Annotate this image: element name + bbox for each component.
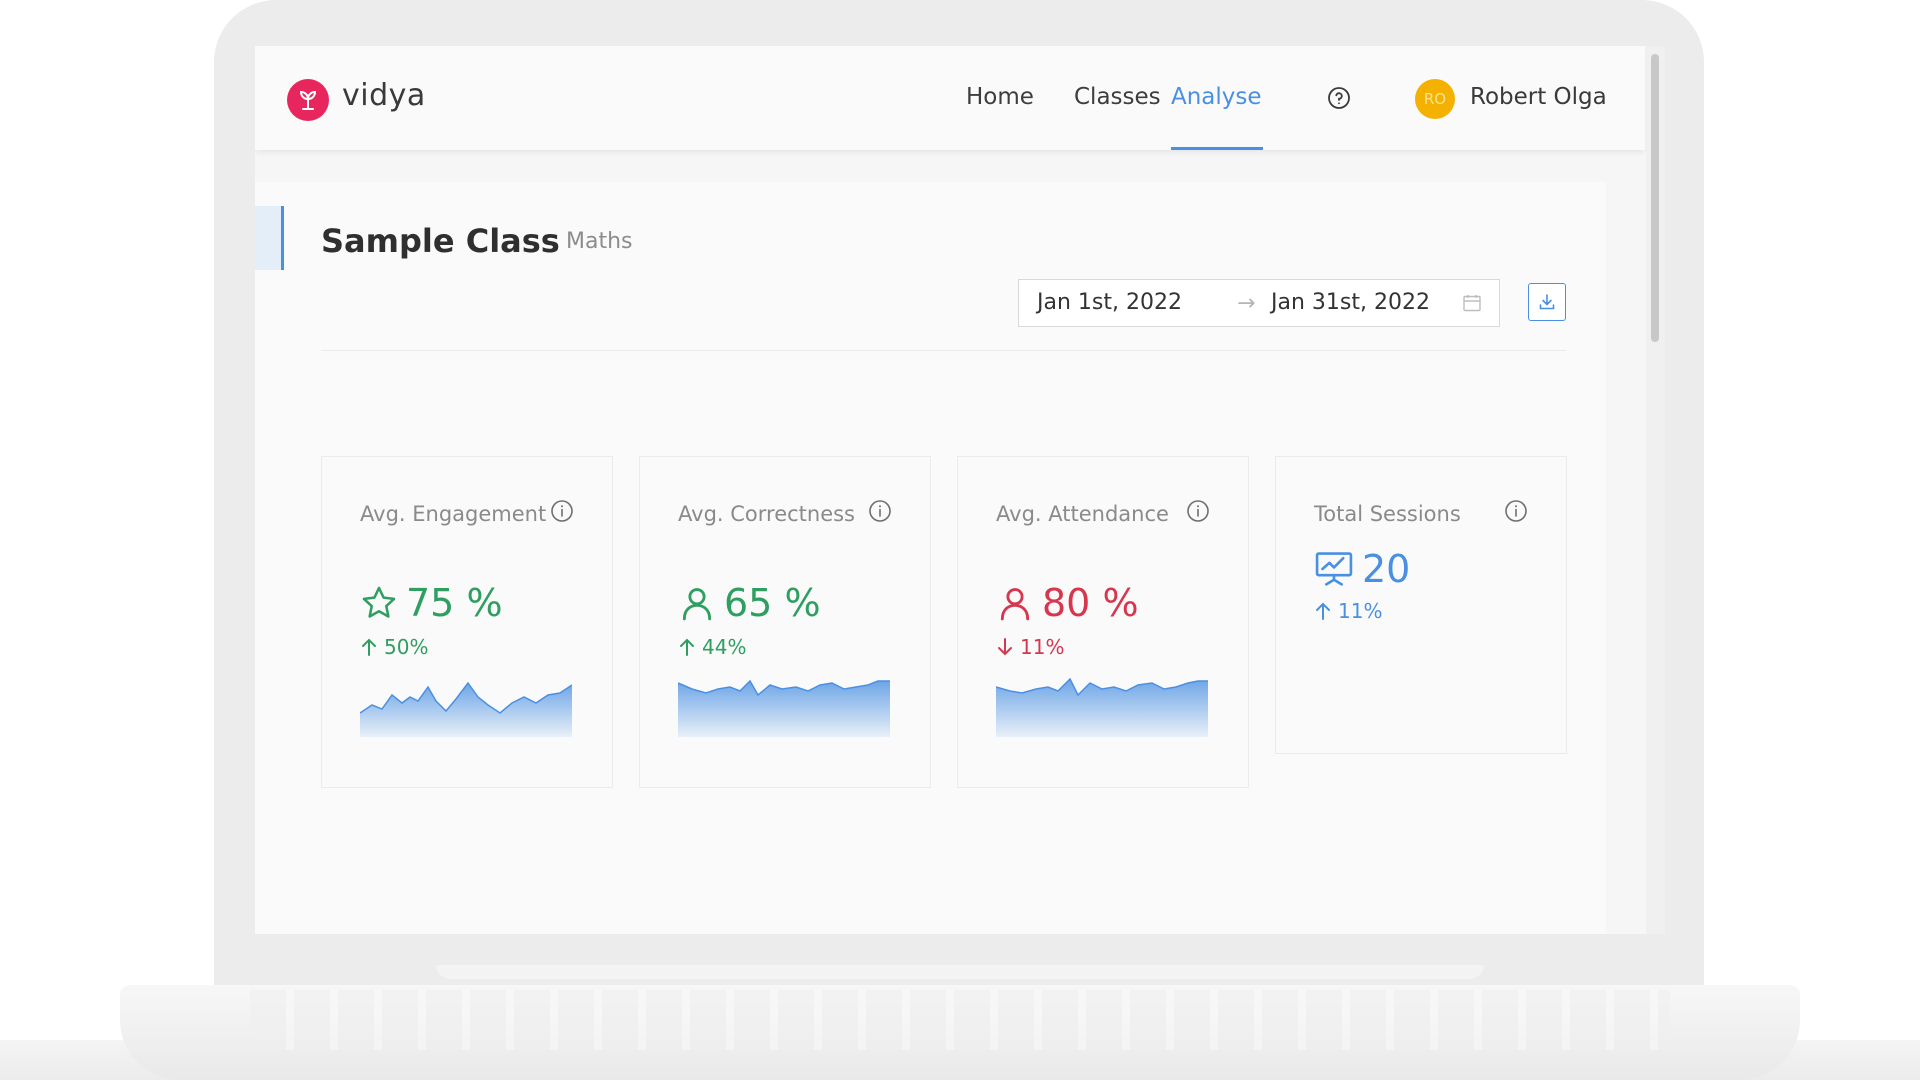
nav-classes[interactable]: Classes xyxy=(1074,84,1161,110)
correctness-card: Avg. Correctness 65 % 44% xyxy=(639,456,931,788)
info-icon[interactable] xyxy=(1186,499,1210,523)
card-label: Total Sessions xyxy=(1314,502,1461,526)
calendar-icon[interactable] xyxy=(1462,293,1482,313)
arrow-down-icon xyxy=(998,638,1012,656)
app-screen: vidya Home Classes Analyse RO Robert Olg… xyxy=(255,46,1665,934)
arrow-up-icon xyxy=(362,638,376,656)
info-icon[interactable] xyxy=(1504,499,1528,523)
user-avatar[interactable]: RO xyxy=(1415,79,1455,119)
engagement-card: Avg. Engagement 75 % 50% xyxy=(321,456,613,788)
info-icon[interactable] xyxy=(550,499,574,523)
engagement-sparkline xyxy=(360,681,572,737)
scrollbar-track[interactable] xyxy=(1646,46,1665,934)
help-icon[interactable] xyxy=(1327,86,1351,110)
metric-change: 11% xyxy=(996,635,1064,659)
attendance-card: Avg. Attendance 80 % 11% xyxy=(957,456,1249,788)
end-date-input[interactable]: Jan 31st, 2022 xyxy=(1271,290,1430,315)
download-button[interactable] xyxy=(1528,283,1566,321)
nav-home[interactable]: Home xyxy=(966,84,1034,110)
start-date-input[interactable]: Jan 1st, 2022 xyxy=(1037,290,1182,315)
metric-value: 20 xyxy=(1314,547,1410,591)
total-sessions-card: Total Sessions 20 11% xyxy=(1275,456,1567,754)
download-icon xyxy=(1539,294,1555,310)
arrow-up-icon xyxy=(1316,602,1330,620)
correctness-sparkline xyxy=(678,679,890,737)
person-icon xyxy=(1000,588,1030,621)
title-accent-bar xyxy=(255,206,284,270)
laptop-keyboard xyxy=(250,990,1670,1050)
brand-name[interactable]: vidya xyxy=(342,78,426,113)
date-range-picker[interactable]: Jan 1st, 2022 → Jan 31st, 2022 xyxy=(1018,279,1500,327)
content-panel: Sample Class Maths Jan 1st, 2022 → Jan 3… xyxy=(255,182,1606,934)
scrollbar-thumb[interactable] xyxy=(1651,54,1659,342)
class-title: Sample Class xyxy=(321,222,560,260)
laptop-notch xyxy=(436,965,1484,979)
metric-value: 65 % xyxy=(678,581,821,625)
card-label: Avg. Correctness xyxy=(678,502,856,526)
nav-active-indicator xyxy=(1171,147,1263,150)
metric-change: 11% xyxy=(1314,599,1382,623)
info-icon[interactable] xyxy=(868,499,892,523)
navbar: vidya Home Classes Analyse RO Robert Olg… xyxy=(255,46,1645,150)
vidya-logo-icon[interactable] xyxy=(287,79,329,121)
metric-value: 75 % xyxy=(360,581,503,625)
star-icon xyxy=(362,586,396,618)
metric-change: 44% xyxy=(678,635,746,659)
user-name[interactable]: Robert Olga xyxy=(1470,84,1607,110)
class-subject: Maths xyxy=(566,229,633,254)
presentation-chart-icon xyxy=(1315,552,1353,586)
card-label: Avg. Engagement xyxy=(360,502,547,526)
arrow-up-icon xyxy=(680,638,694,656)
header-divider xyxy=(321,350,1566,351)
metric-change: 50% xyxy=(360,635,428,659)
metric-value: 80 % xyxy=(996,581,1139,625)
attendance-sparkline xyxy=(996,677,1208,737)
nav-analyse[interactable]: Analyse xyxy=(1171,84,1262,110)
person-icon xyxy=(682,588,712,621)
date-range-arrow: → xyxy=(1237,291,1256,316)
card-label: Avg. Attendance xyxy=(996,502,1169,526)
